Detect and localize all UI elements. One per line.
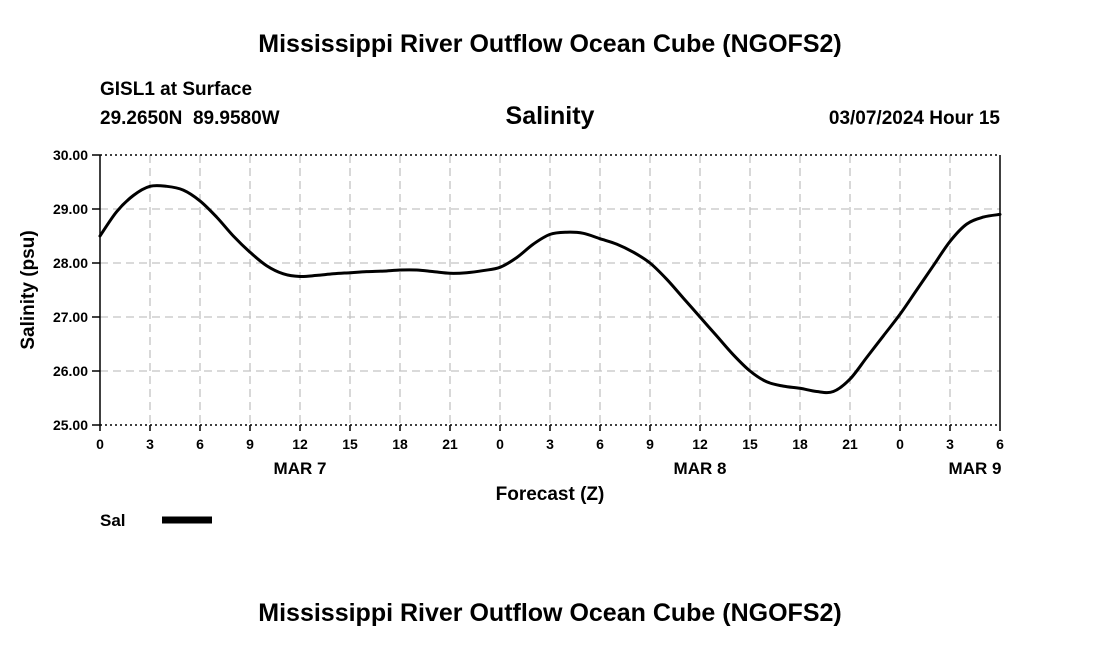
date-label: MAR 8 [674, 459, 727, 478]
x-tick-label: 0 [496, 436, 504, 452]
x-tick-label: 21 [842, 436, 858, 452]
station-name: GISL1 at Surface [100, 79, 252, 100]
page-title: Mississippi River Outflow Ocean Cube (NG… [258, 30, 842, 58]
x-tick-label: 3 [946, 436, 954, 452]
x-tick-label: 21 [442, 436, 458, 452]
salinity-line [98, 183, 1002, 395]
x-tick-label: 12 [692, 436, 708, 452]
chart-title: Salinity [506, 102, 595, 130]
x-tick-label: 3 [546, 436, 554, 452]
legend-label: Sal [100, 511, 126, 530]
x-tick-label: 9 [646, 436, 654, 452]
x-tick-label: 3 [146, 436, 154, 452]
y-tick-label: 26.00 [53, 363, 88, 379]
x-tick-label: 0 [96, 436, 104, 452]
x-tick-label: 6 [596, 436, 604, 452]
station-coordinates: 29.2650N 89.9580W [100, 108, 280, 129]
y-tick-label: 28.00 [53, 255, 88, 271]
x-tick-label: 6 [996, 436, 1004, 452]
y-tick-label: 25.00 [53, 417, 88, 433]
x-axis-label: Forecast (Z) [496, 484, 605, 505]
y-tick-label: 29.00 [53, 201, 88, 217]
x-tick-label: 0 [896, 436, 904, 452]
date-label: MAR 9 [949, 459, 1002, 478]
x-tick-label: 9 [246, 436, 254, 452]
forecast-datetime: 03/07/2024 Hour 15 [829, 108, 1001, 129]
grid-lines [100, 155, 1000, 425]
x-tick-label: 18 [392, 436, 408, 452]
date-label: MAR 7 [274, 459, 327, 478]
y-axis-ticks: 25.00 26.00 27.00 28.00 29.00 30.00 [53, 147, 100, 433]
footer-title: Mississippi River Outflow Ocean Cube (NG… [258, 599, 842, 627]
x-tick-label: 6 [196, 436, 204, 452]
date-labels: MAR 7 MAR 8 MAR 9 [274, 459, 1002, 478]
y-tick-label: 27.00 [53, 309, 88, 325]
y-axis-label: Salinity (psu) [18, 230, 39, 349]
y-tick-label: 30.00 [53, 147, 88, 163]
x-tick-label: 18 [792, 436, 808, 452]
x-axis-ticks: 0 3 6 9 12 15 18 21 0 3 6 9 12 15 18 21 0 3 6 [96, 425, 1004, 452]
x-tick-label: 15 [342, 436, 358, 452]
x-tick-label: 15 [742, 436, 758, 452]
x-tick-label: 12 [292, 436, 308, 452]
